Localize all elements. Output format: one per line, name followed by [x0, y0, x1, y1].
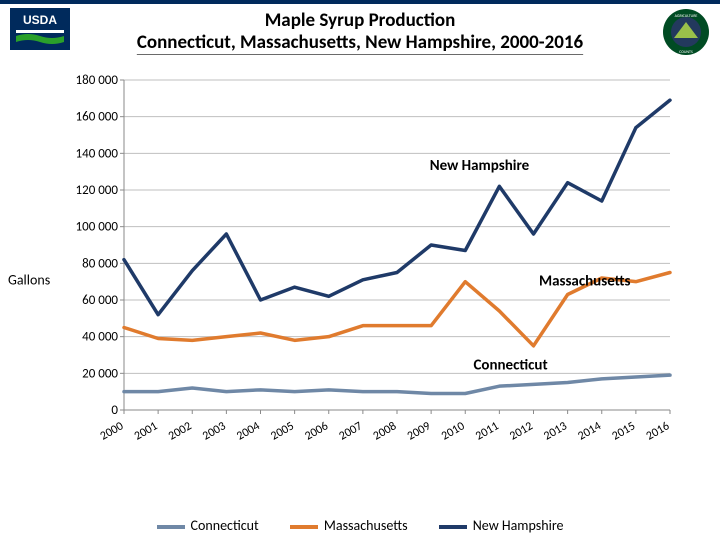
svg-text:40 000: 40 000 [82, 330, 118, 345]
svg-text:New Hampshire: New Hampshire [430, 157, 530, 175]
svg-text:2006: 2006 [303, 419, 331, 443]
line-chart: 0 20 000 40 000 60 000 80 000 100 000 120 000 1… [60, 70, 680, 490]
usda-logo: USDA [10, 8, 70, 50]
legend-item-connecticut: Connecticut [157, 517, 259, 534]
svg-text:AGRICULTURE: AGRICULTURE [675, 14, 698, 19]
chart-area: Gallons 020 00040 00060 00080 000100 000… [60, 70, 680, 490]
y-axis-label: Gallons [8, 272, 50, 289]
svg-text:2002: 2002 [166, 419, 194, 443]
svg-text:2008: 2008 [371, 419, 399, 443]
svg-text:USDA: USDA [23, 13, 57, 27]
legend-label: Massachusetts [324, 517, 408, 534]
svg-text:2001: 2001 [132, 419, 160, 443]
legend: Connecticut Massachusetts New Hampshire [0, 517, 720, 534]
svg-text:2007: 2007 [337, 419, 365, 443]
legend-swatch [439, 525, 467, 529]
legend-label: Connecticut [191, 517, 259, 534]
legend-item-massachusetts: Massachusetts [290, 517, 408, 534]
svg-text:2010: 2010 [439, 419, 467, 443]
agriculture-census-logo: AGRICULTURE COUNTS [662, 8, 710, 56]
svg-text:2003: 2003 [200, 419, 228, 443]
svg-text:2004: 2004 [234, 419, 262, 443]
svg-text:2000: 2000 [98, 419, 126, 443]
svg-text:20 000: 20 000 [82, 366, 118, 381]
svg-text:160 000: 160 000 [76, 110, 119, 125]
svg-text:2015: 2015 [610, 419, 638, 443]
svg-text:Massachusetts: Massachusetts [539, 272, 631, 290]
svg-text:2005: 2005 [269, 419, 297, 443]
chart-title: Maple Syrup Production Connecticut, Mass… [0, 4, 720, 54]
svg-text:2012: 2012 [507, 419, 535, 443]
svg-text:2011: 2011 [473, 419, 501, 443]
svg-text:120 000: 120 000 [76, 183, 119, 198]
legend-label: New Hampshire [473, 517, 564, 534]
svg-text:2013: 2013 [542, 419, 570, 443]
svg-text:COUNTS: COUNTS [679, 50, 693, 55]
svg-text:2016: 2016 [644, 419, 672, 443]
svg-text:2009: 2009 [405, 419, 433, 443]
svg-text:80 000: 80 000 [82, 256, 118, 271]
legend-swatch [157, 525, 185, 529]
svg-text:60 000: 60 000 [82, 293, 118, 308]
svg-text:140 000: 140 000 [76, 146, 119, 161]
svg-text:180 000: 180 000 [76, 73, 119, 88]
svg-text:Connecticut: Connecticut [473, 357, 547, 375]
title-line-2: Connecticut, Massachusetts, New Hampshir… [117, 32, 603, 54]
svg-text:0: 0 [111, 403, 118, 418]
legend-swatch [290, 525, 318, 529]
svg-text:100 000: 100 000 [76, 220, 119, 235]
title-line-1: Maple Syrup Production [0, 10, 720, 32]
legend-item-new-hampshire: New Hampshire [439, 517, 564, 534]
svg-text:2014: 2014 [576, 419, 604, 443]
